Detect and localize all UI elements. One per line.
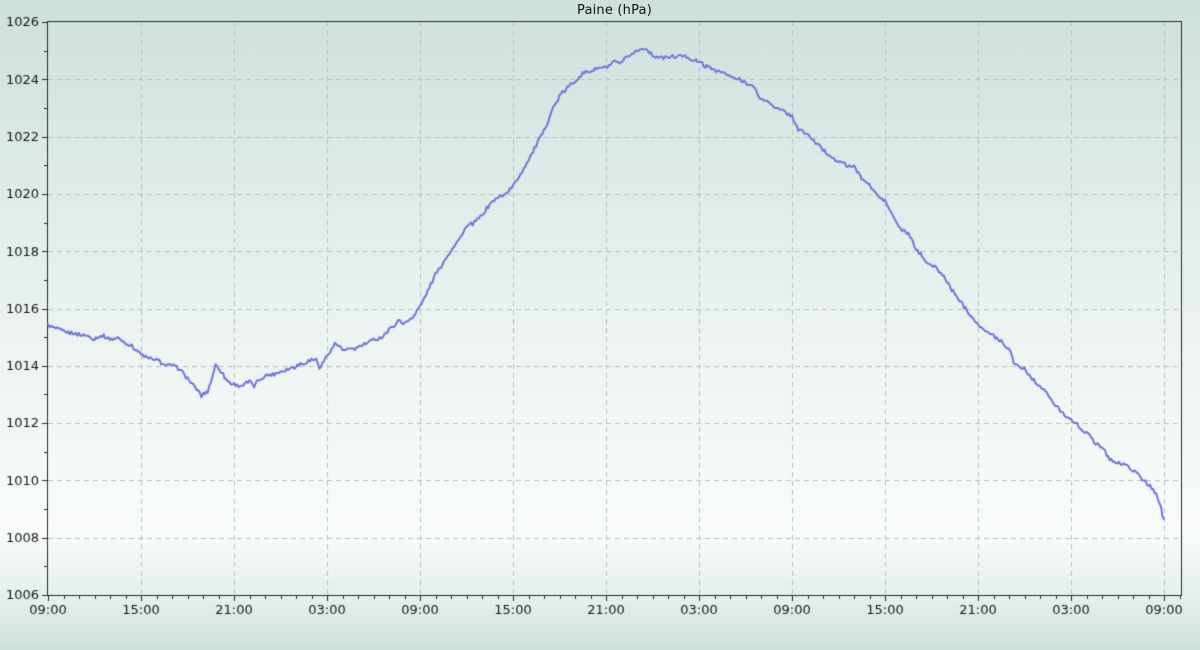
pressure-chart: Paine (hPa) [0,0,1200,650]
plot-canvas [0,0,1200,650]
